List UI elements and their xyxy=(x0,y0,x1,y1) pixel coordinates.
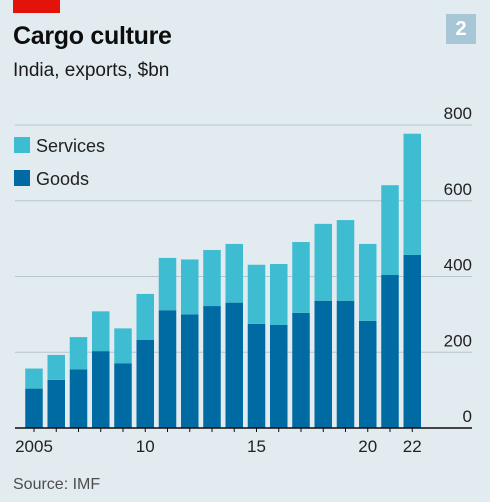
chart-title: Cargo culture xyxy=(13,22,172,50)
legend-label-services: Services xyxy=(36,136,105,156)
bar-services xyxy=(403,133,421,255)
legend-label-goods: Goods xyxy=(36,169,89,189)
x-tick-label: 10 xyxy=(136,437,155,456)
x-tick-label: 15 xyxy=(247,437,266,456)
legend-swatch-goods xyxy=(14,170,30,186)
bar-goods xyxy=(203,306,221,428)
bar-services xyxy=(381,185,399,275)
bar-goods xyxy=(114,363,132,428)
bar-goods xyxy=(292,312,310,428)
bar-goods xyxy=(47,379,65,428)
bar-services xyxy=(203,249,221,307)
bar-goods xyxy=(270,324,288,428)
source-note: Source: IMF xyxy=(13,476,101,493)
bar-services xyxy=(359,243,377,321)
bar-services xyxy=(69,337,88,370)
bar-goods xyxy=(247,323,266,428)
chart-subtitle: India, exports, $bn xyxy=(13,60,170,81)
y-tick-label: 600 xyxy=(444,180,472,199)
bar-goods xyxy=(336,300,355,428)
y-tick-label: 800 xyxy=(444,104,472,123)
bar-goods xyxy=(69,369,88,428)
y-tick-label: 0 xyxy=(463,407,472,426)
bar-services xyxy=(336,220,355,301)
bar-services xyxy=(181,259,199,315)
bar-goods xyxy=(225,302,243,428)
bar-goods xyxy=(403,254,421,428)
x-tick-label: 22 xyxy=(403,437,422,456)
brand-tag xyxy=(13,0,60,13)
bar-goods xyxy=(92,351,110,428)
bar-goods xyxy=(314,300,332,428)
bar-goods xyxy=(25,388,43,428)
legend-swatch-services xyxy=(14,137,30,153)
bar-services xyxy=(158,257,177,311)
y-tick-label: 200 xyxy=(444,331,472,350)
bar-services xyxy=(92,311,110,352)
bar-services xyxy=(270,264,288,325)
bar-services xyxy=(25,368,43,389)
chart-number-badge: 2 xyxy=(446,14,476,44)
bar-goods xyxy=(359,320,377,428)
bar-services xyxy=(225,243,243,303)
x-tick-label: 2005 xyxy=(15,437,53,456)
bar-goods xyxy=(136,339,154,428)
y-tick-label: 400 xyxy=(444,256,472,275)
bar-services xyxy=(314,223,332,301)
bar-goods xyxy=(158,310,177,428)
bar-services xyxy=(47,354,65,380)
bar-services xyxy=(136,293,154,340)
bar-services xyxy=(114,328,132,364)
bar-goods xyxy=(181,314,199,428)
bar-services xyxy=(247,264,266,324)
x-tick-label: 20 xyxy=(358,437,377,456)
bar-services xyxy=(292,242,310,313)
bar-goods xyxy=(381,274,399,428)
